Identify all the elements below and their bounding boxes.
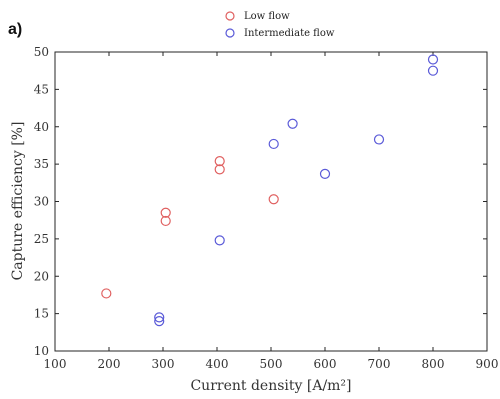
x-axis-label: Current density [A/m²] (190, 378, 351, 394)
y-tick-label: 45 (34, 82, 49, 96)
data-point-intermediate-flow (214, 235, 225, 246)
data-point-intermediate-flow (154, 316, 165, 327)
x-tick-label: 400 (206, 357, 229, 371)
x-axis-tick-labels: 100 200 300 400 500 600 700 800 900 (44, 357, 499, 371)
x-tick-label: 300 (152, 357, 175, 371)
legend-label-intermediate-flow: Intermediate flow (244, 28, 335, 39)
y-tick-label: 10 (34, 344, 49, 358)
x-tick-label: 800 (422, 357, 445, 371)
x-tick-label: 600 (314, 357, 337, 371)
y-axis-tick-labels: 10 15 20 25 30 35 40 45 50 (34, 45, 49, 358)
data-point-intermediate-flow (287, 118, 298, 129)
data-point-intermediate-flow (427, 65, 439, 76)
panel-label: a) (8, 21, 22, 38)
data-point-intermediate-flow (154, 312, 165, 323)
x-tick-label: 700 (368, 357, 391, 371)
plot-area (54, 51, 488, 352)
data-point-low-flow (160, 207, 171, 218)
y-tick-label: 20 (34, 269, 49, 283)
data-point-intermediate-flow (319, 168, 331, 179)
y-tick-label: 40 (34, 120, 49, 134)
x-tick-label: 500 (260, 357, 283, 371)
x-tick-label: 100 (44, 357, 67, 371)
data-point-intermediate-flow (268, 138, 279, 150)
legend-label-low-flow: Low flow (244, 11, 290, 22)
y-tick-label: 30 (34, 195, 49, 209)
legend-marker-intermediate-flow (225, 28, 235, 38)
legend-marker-low-flow (225, 11, 235, 21)
y-axis-label: Capture efficiency [%] (10, 122, 26, 281)
data-point-low-flow (268, 194, 279, 205)
y-tick-label: 25 (34, 232, 49, 246)
axis-ticks (54, 51, 488, 352)
data-point-low-flow (160, 215, 171, 227)
data-point-intermediate-flow (427, 54, 439, 65)
y-tick-label: 15 (34, 307, 49, 321)
data-point-intermediate-flow (373, 134, 385, 145)
data-points (101, 54, 439, 327)
data-point-low-flow (101, 288, 112, 299)
y-tick-label: 50 (34, 45, 49, 59)
legend: Low flow Intermediate flow (225, 11, 335, 39)
y-tick-label: 35 (34, 157, 49, 171)
data-point-low-flow (214, 164, 225, 175)
data-point-low-flow (214, 156, 225, 167)
legend-item-low-flow: Low flow (225, 11, 290, 22)
x-tick-label: 200 (98, 357, 121, 371)
x-tick-label: 900 (476, 357, 499, 371)
legend-item-intermediate-flow: Intermediate flow (225, 28, 335, 39)
